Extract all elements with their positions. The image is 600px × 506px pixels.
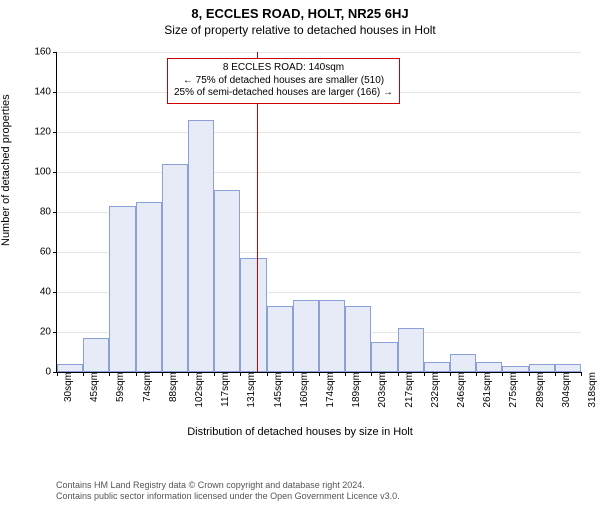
annotation-line-3: 25% of semi-detached houses are larger (… [174, 87, 393, 100]
histogram-bar [109, 206, 135, 372]
y-axis-label: Number of detached properties [0, 94, 12, 246]
xtick-mark [450, 372, 451, 376]
histogram-bar [371, 342, 397, 372]
ytick-label: 80 [40, 207, 57, 218]
ytick-label: 60 [40, 247, 57, 258]
xtick-label: 145sqm [271, 372, 284, 408]
xtick-label: 74sqm [140, 372, 153, 402]
histogram-bar [267, 306, 293, 372]
ytick-label: 120 [34, 127, 57, 138]
histogram-bar [398, 328, 424, 372]
xtick-mark [240, 372, 241, 376]
footer-attribution: Contains HM Land Registry data © Crown c… [56, 480, 400, 502]
histogram-bar [450, 354, 476, 372]
chart-title-main: 8, ECCLES ROAD, HOLT, NR25 6HJ [0, 6, 600, 21]
xtick-label: 30sqm [61, 372, 74, 402]
xtick-label: 131sqm [244, 372, 257, 408]
histogram-bar [476, 362, 502, 372]
histogram-bar [424, 362, 450, 372]
histogram-bar [529, 364, 555, 372]
xtick-mark [398, 372, 399, 376]
footer-line-2: Contains public sector information licen… [56, 491, 400, 502]
histogram-bar [319, 300, 345, 372]
x-axis-label: Distribution of detached houses by size … [187, 426, 413, 438]
chart-area: Number of detached properties 0204060801… [0, 46, 600, 446]
histogram-bar [57, 364, 83, 372]
xtick-label: 102sqm [192, 372, 205, 408]
xtick-label: 217sqm [402, 372, 415, 408]
ytick-label: 140 [34, 87, 57, 98]
xtick-mark [109, 372, 110, 376]
xtick-mark [267, 372, 268, 376]
xtick-label: 174sqm [323, 372, 336, 408]
histogram-bar [136, 202, 162, 372]
ytick-label: 40 [40, 287, 57, 298]
gridline-h [57, 172, 581, 173]
histogram-bar [240, 258, 266, 372]
xtick-mark [136, 372, 137, 376]
ytick-label: 160 [34, 47, 57, 58]
gridline-h [57, 52, 581, 53]
ytick-label: 0 [45, 367, 57, 378]
xtick-mark [188, 372, 189, 376]
histogram-bar [293, 300, 319, 372]
ytick-label: 100 [34, 167, 57, 178]
xtick-mark [345, 372, 346, 376]
xtick-label: 304sqm [559, 372, 572, 408]
histogram-bar [214, 190, 240, 372]
xtick-label: 232sqm [428, 372, 441, 408]
xtick-label: 318sqm [585, 372, 598, 408]
xtick-mark [319, 372, 320, 376]
xtick-label: 275sqm [506, 372, 519, 408]
plot-region: 02040608010012014016030sqm45sqm59sqm74sq… [56, 52, 581, 373]
xtick-mark [57, 372, 58, 376]
histogram-bar [83, 338, 109, 372]
xtick-label: 203sqm [375, 372, 388, 408]
annotation-line-2: ← 75% of detached houses are smaller (51… [174, 75, 393, 88]
xtick-mark [502, 372, 503, 376]
xtick-label: 160sqm [297, 372, 310, 408]
xtick-mark [293, 372, 294, 376]
histogram-bar [555, 364, 581, 372]
annotation-line-1: 8 ECCLES ROAD: 140sqm [174, 62, 393, 75]
xtick-mark [476, 372, 477, 376]
xtick-label: 117sqm [218, 372, 231, 407]
ytick-label: 20 [40, 327, 57, 338]
xtick-label: 246sqm [454, 372, 467, 408]
histogram-bar [162, 164, 188, 372]
xtick-label: 59sqm [113, 372, 126, 402]
xtick-mark [424, 372, 425, 376]
xtick-label: 189sqm [349, 372, 362, 408]
xtick-mark [371, 372, 372, 376]
xtick-label: 289sqm [533, 372, 546, 408]
gridline-h [57, 132, 581, 133]
footer-line-1: Contains HM Land Registry data © Crown c… [56, 480, 400, 491]
xtick-label: 45sqm [87, 372, 100, 402]
xtick-mark [529, 372, 530, 376]
xtick-mark [214, 372, 215, 376]
histogram-bar [188, 120, 214, 372]
xtick-mark [555, 372, 556, 376]
xtick-mark [83, 372, 84, 376]
histogram-bar [345, 306, 371, 372]
chart-title-sub: Size of property relative to detached ho… [0, 23, 600, 37]
xtick-mark [162, 372, 163, 376]
annotation-box: 8 ECCLES ROAD: 140sqm ← 75% of detached … [167, 58, 400, 104]
xtick-label: 261sqm [480, 372, 493, 408]
xtick-mark [581, 372, 582, 376]
xtick-label: 88sqm [166, 372, 179, 402]
